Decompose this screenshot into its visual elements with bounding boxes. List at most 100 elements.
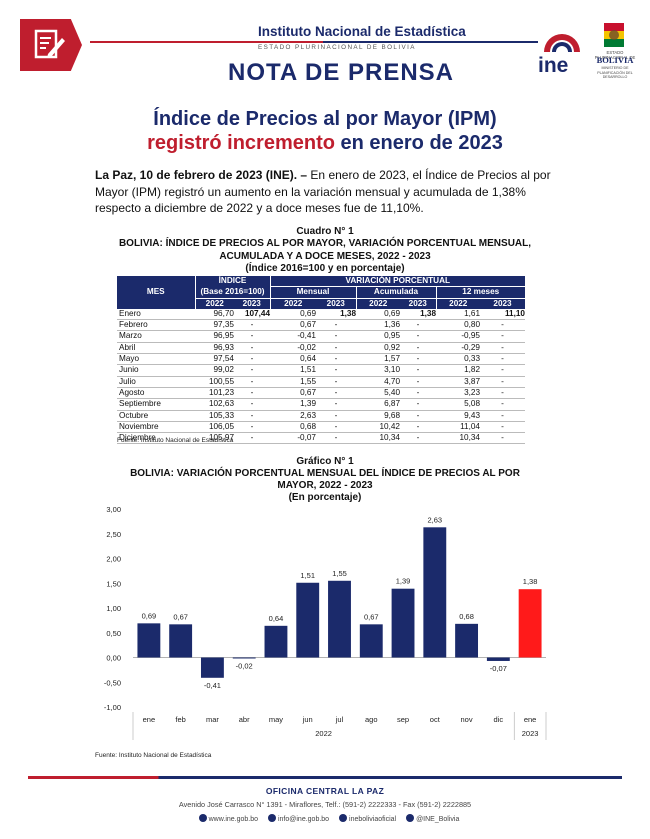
row-value: 1,39 [270, 398, 316, 411]
row-month: Septiembre [117, 398, 195, 411]
bar-value-label: 2,63 [428, 515, 443, 524]
row-value: - [234, 410, 270, 422]
table-row: Octubre 105,33-2,63-9,68-9,43- [117, 410, 525, 422]
table-row: Agosto 101,23-0,67-5,40-3,23- [117, 387, 525, 400]
row-value: 9,43 [436, 410, 480, 422]
row-value: - [234, 364, 270, 377]
row-value: 0,80 [436, 319, 480, 332]
row-value: - [480, 319, 525, 332]
row-value: 0,67 [270, 387, 316, 400]
row-value: - [480, 364, 525, 377]
row-value: - [400, 398, 436, 411]
ine-logo-text: ine [538, 54, 569, 77]
y-tick-label: 2,00 [106, 555, 121, 564]
footer-divider [28, 776, 622, 779]
headline-rest: en enero de 2023 [334, 132, 503, 154]
footer-email-link[interactable]: info@ine.gob.bo [277, 816, 330, 823]
bar-value-label: -0,07 [490, 664, 507, 673]
row-value: - [316, 376, 356, 388]
row-month: Octubre [117, 410, 195, 422]
row-value: - [234, 330, 270, 343]
chart-title-2: MAYOR, 2022 - 2023 [277, 480, 373, 491]
table-row: Mayo 97,54-0,64-1,57-0,33- [117, 353, 525, 366]
row-value: - [400, 387, 436, 400]
row-value: - [480, 376, 525, 388]
table-row: Septiembre 102,63-1,39-6,87-5,08- [117, 398, 525, 411]
header-year: 2022 [435, 297, 480, 309]
row-value: - [400, 364, 436, 377]
table-source: Fuente: Instituto Nacional de Estadístic… [117, 437, 234, 444]
headline-line-2: registró incremento en enero de 2023 [0, 132, 650, 155]
footer-twitter-link[interactable]: @INE_Bolivia [416, 816, 460, 823]
table-title-2: ACUMULADA Y A DOCE MESES, 2022 - 2023 [219, 251, 431, 262]
bar-value-label: 1,51 [300, 571, 315, 580]
institution-subtitle: ESTADO PLURINACIONAL DE BOLIVIA [258, 44, 416, 51]
bar-value-label: -0,02 [236, 661, 253, 670]
row-value: 3,23 [436, 387, 480, 400]
ipm-table: MES ÍNDICE VARIACIÓN PORCENTUAL (Base 20… [117, 276, 525, 445]
row-value: - [400, 432, 436, 445]
row-value: - [316, 330, 356, 343]
facebook-icon [339, 814, 348, 822]
row-value: -0,29 [436, 342, 480, 355]
row-month: Enero [117, 308, 195, 321]
x-tick-label: jun [302, 715, 313, 724]
table-row: Febrero 97,35-0,67-1,36-0,80- [117, 319, 525, 332]
row-value: - [234, 398, 270, 411]
twitter-icon [406, 814, 415, 822]
y-tick-label: 0,50 [106, 629, 121, 638]
header-variacion: VARIACIÓN PORCENTUAL [269, 276, 525, 287]
x-tick-label: ene [143, 715, 156, 724]
row-value: - [316, 398, 356, 411]
header-mes: MES [117, 276, 195, 309]
x-tick-label: may [269, 715, 283, 724]
footer-web-link[interactable]: www.ine.gob.bo [208, 816, 259, 823]
y-tick-label: 2,50 [106, 530, 121, 539]
table-label: Cuadro N° 1 [296, 226, 354, 237]
row-value: 0,33 [436, 353, 480, 366]
table-row: Julio 100,55-1,55-4,70-3,87- [117, 376, 525, 388]
row-value: - [480, 353, 525, 366]
row-value: - [234, 421, 270, 434]
row-value: 96,70 [195, 308, 234, 321]
row-value: -0,02 [270, 342, 316, 355]
row-value: - [400, 410, 436, 422]
footer-facebook-link[interactable]: ineboliviaoficial [349, 816, 397, 823]
row-value: - [234, 353, 270, 366]
row-value: 105,33 [195, 410, 234, 422]
row-value: - [400, 319, 436, 332]
ine-logo-icon [544, 34, 580, 52]
chart-label: Gráfico N° 1 [296, 456, 354, 467]
row-value: 107,44 [234, 308, 270, 321]
row-value: 99,02 [195, 364, 234, 377]
bar [455, 623, 479, 658]
row-month: Marzo [117, 330, 195, 343]
bar-value-label: 1,39 [396, 577, 411, 586]
row-value: 1,57 [356, 353, 400, 366]
row-value: - [316, 342, 356, 355]
gov-country-label: BOLIVIA [596, 55, 634, 65]
header-year: 2023 [400, 297, 436, 309]
row-value: 97,54 [195, 353, 234, 366]
row-value: 100,55 [195, 376, 234, 388]
table-body: Enero 96,70 107,44 0,69 1,38 0,69 1,38 1,61 11,1… [117, 308, 525, 445]
header-mensual: Mensual [269, 286, 356, 299]
row-value: - [316, 432, 356, 445]
row-value: - [400, 330, 436, 343]
group-label: 2023 [522, 729, 539, 738]
header-base: (Base 2016=100) [194, 286, 270, 299]
row-value: - [316, 353, 356, 366]
row-month: Abril [117, 342, 195, 355]
row-value: - [316, 421, 356, 434]
row-value: 3,10 [356, 364, 400, 377]
chart-title-1: BOLIVIA: VARIACIÓN PORCENTUAL MENSUAL DE… [130, 468, 520, 479]
row-value: 0,68 [270, 421, 316, 434]
row-value: 0,95 [356, 330, 400, 343]
headline-highlight: registró incremento [147, 132, 335, 154]
table-row: Enero 96,70 107,44 0,69 1,38 0,69 1,38 1,61 11,1… [117, 308, 525, 321]
row-value: 6,87 [356, 398, 400, 411]
row-value: 106,05 [195, 421, 234, 434]
row-value: 1,38 [316, 308, 356, 321]
bar-value-label: 0,68 [459, 612, 474, 621]
bar [518, 589, 542, 658]
